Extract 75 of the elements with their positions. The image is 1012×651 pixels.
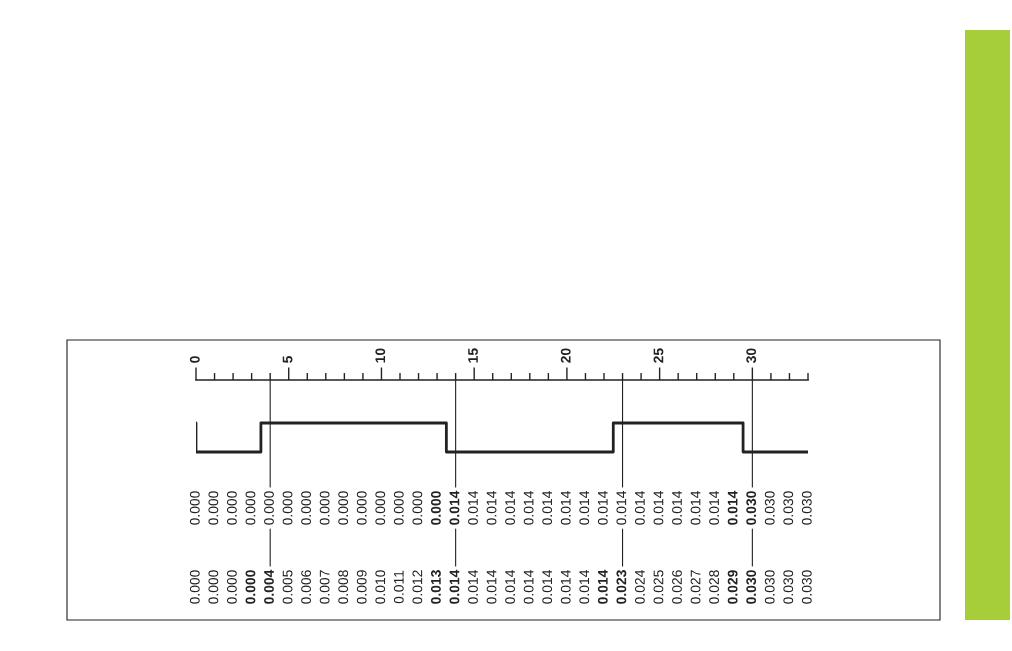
text: 0.000 — [226, 570, 237, 604]
text: 0.030 — [746, 570, 757, 604]
x-tick-label: 20 — [560, 348, 571, 363]
text: 0.005 — [282, 570, 293, 604]
text: 0.014 — [634, 491, 645, 525]
text: 0.025 — [653, 570, 664, 604]
text: 0.000 — [301, 491, 311, 525]
text: 0.000 — [430, 491, 441, 525]
text: 0.027 — [690, 570, 701, 604]
text: 0.030 — [783, 570, 794, 604]
text: 0.014 — [486, 491, 497, 525]
text: 0.030 — [801, 570, 812, 604]
text: 0.030 — [764, 570, 775, 604]
text: 0.014 — [486, 570, 497, 604]
text: 0.023 — [616, 570, 627, 604]
text: 0.000 — [338, 491, 349, 525]
text: 0.014 — [468, 570, 478, 604]
text: 0.014 — [523, 570, 534, 604]
text: 0.030 — [801, 491, 812, 525]
text: 0.014 — [579, 570, 590, 604]
text: 0.014 — [560, 491, 571, 525]
text: 0.000 — [189, 570, 200, 604]
text: 0.014 — [505, 570, 515, 604]
text: 0.014 — [468, 491, 478, 525]
text: 0.013 — [430, 570, 441, 604]
text: 0.014 — [597, 491, 608, 525]
text: 0.000 — [319, 491, 330, 525]
text: 0.014 — [653, 491, 664, 525]
text: 0.014 — [449, 490, 460, 525]
text: 0.012 — [412, 570, 423, 604]
text: 0.014 — [709, 491, 719, 525]
text: 0.014 — [523, 491, 534, 525]
text: 0.030 — [764, 491, 775, 525]
text: 0.026 — [672, 570, 682, 604]
text: 0.000 — [393, 491, 404, 525]
text: 0.000 — [245, 570, 256, 604]
text: 0.000 — [282, 491, 293, 525]
text: 0.000 — [208, 570, 219, 604]
text: 0.011 — [393, 570, 404, 604]
text: 0.000 — [189, 491, 200, 525]
text: 0.028 — [709, 570, 719, 604]
x-tick-label: 5 — [282, 356, 293, 363]
text: 0.014 — [560, 570, 571, 604]
text: 0.014 — [449, 569, 460, 604]
text: 0.024 — [634, 570, 645, 604]
text: 0.014 — [727, 490, 738, 525]
text: 0.000 — [375, 491, 386, 525]
text: 0.009 — [356, 570, 367, 604]
x-tick-label: 25 — [653, 348, 664, 363]
x-tick-label: 10 — [375, 348, 386, 363]
text: 0.014 — [542, 491, 553, 525]
text: 0.014 — [616, 491, 627, 525]
text: 0.014 — [597, 569, 608, 604]
text: 0.010 — [375, 570, 386, 604]
text: 0.006 — [301, 570, 311, 604]
x-tick-label: 0 — [189, 356, 200, 363]
text: 0.014 — [690, 491, 701, 525]
text: 0.000 — [264, 491, 274, 525]
text: 0.000 — [245, 491, 256, 525]
text: 0.014 — [505, 491, 515, 525]
x-tick-label: 15 — [468, 348, 478, 363]
text: 0.014 — [579, 491, 590, 525]
text: 0.014 — [672, 491, 682, 525]
text: 0.000 — [356, 491, 367, 525]
text: 0.008 — [338, 570, 349, 604]
text: 0.004 — [264, 569, 274, 604]
text: 0.000 — [412, 491, 423, 525]
text: 0.029 — [727, 570, 738, 604]
text: 0.014 — [542, 570, 553, 604]
text: 0.000 — [226, 491, 237, 525]
x-tick-label: 30 — [746, 348, 757, 364]
text: 0.030 — [746, 491, 757, 525]
text: 0.007 — [319, 570, 330, 604]
text: 0.000 — [208, 491, 219, 525]
text: 0.030 — [783, 491, 794, 525]
